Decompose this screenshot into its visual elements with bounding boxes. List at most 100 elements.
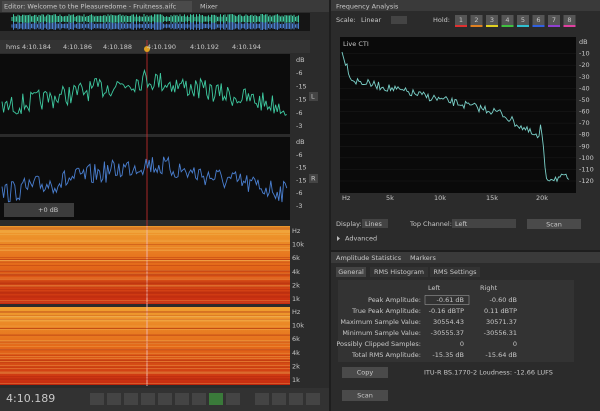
subtab-label[interactable]: RMS Histogram — [374, 268, 424, 276]
advanced-label[interactable]: Advanced — [345, 235, 377, 243]
y-axis-label: -90 — [579, 142, 590, 150]
scale-value[interactable]: Linear — [361, 16, 382, 24]
hold-slot[interactable] — [517, 15, 529, 25]
y-axis-label: -110 — [579, 165, 594, 173]
left-value: -0.16 dBTP — [429, 307, 464, 315]
y-axis-label: -100 — [579, 154, 594, 162]
x-axis-label: Hz — [342, 194, 351, 202]
hold-color — [532, 25, 545, 27]
zoom-button[interactable] — [289, 393, 303, 405]
stats-tab[interactable]: Amplitude Statistics — [336, 254, 402, 262]
zoom-button[interactable] — [272, 393, 286, 405]
hold-color — [501, 25, 514, 27]
transport-button[interactable] — [107, 393, 121, 405]
channel-value[interactable]: Left — [455, 220, 468, 228]
subtab-label[interactable]: General — [338, 268, 364, 276]
zoom-button[interactable] — [306, 393, 320, 405]
transport-button[interactable] — [158, 393, 172, 405]
playhead-handle[interactable] — [144, 46, 150, 52]
scan-label[interactable]: Scan — [546, 221, 562, 229]
hold-slot[interactable] — [455, 15, 467, 25]
editor-tab[interactable] — [2, 1, 192, 12]
y-axis-label: -70 — [579, 119, 590, 127]
right-value: 0 — [513, 340, 517, 348]
amplitude-scale-label: -15 — [296, 96, 307, 104]
copy-button[interactable] — [342, 367, 388, 378]
amplitude-scale-label: -6 — [296, 189, 302, 197]
hold-slot[interactable] — [486, 15, 498, 25]
row-label: Peak Amplitude: — [368, 296, 421, 304]
amplitude-scale-label: -15 — [296, 164, 307, 172]
frequency-scale-label: 2k — [292, 281, 300, 289]
row-label: Maximum Sample Value: — [340, 318, 421, 326]
amplitude-scale-label: dB — [296, 138, 305, 146]
stats-tab-bar — [331, 252, 600, 263]
y-axis-label: -80 — [579, 131, 590, 139]
gain-label: +0 dB — [38, 206, 58, 214]
display-value[interactable]: Lines — [365, 220, 383, 228]
hold-slot-label: 5 — [521, 16, 525, 24]
frequency-scale-label: 4k — [292, 268, 300, 276]
subtab[interactable] — [430, 267, 480, 277]
stats-tab[interactable]: Markers — [410, 254, 436, 262]
scan-button[interactable] — [527, 219, 581, 229]
subtab-label[interactable]: RMS Settings — [434, 268, 478, 276]
channel-button[interactable] — [309, 174, 318, 183]
time-tick-label: hms — [6, 43, 20, 51]
channel-dropdown[interactable] — [452, 219, 516, 228]
hold-color — [517, 25, 529, 27]
display-dropdown[interactable] — [362, 219, 388, 228]
transport-button[interactable] — [175, 393, 189, 405]
zoom-button[interactable] — [255, 393, 269, 405]
hold-slot[interactable] — [532, 15, 545, 25]
frequency-scale-label: 10k — [292, 322, 304, 330]
transport-button[interactable] — [192, 393, 206, 405]
row-label: True Peak Amplitude: — [351, 307, 421, 315]
subtab[interactable] — [336, 267, 366, 277]
panel-title: Frequency Analysis — [336, 3, 399, 11]
hold-color — [470, 25, 483, 27]
y-axis-label: -60 — [579, 108, 590, 116]
frequency-scale-label: 2k — [292, 362, 300, 370]
right-value: -30556.31 — [484, 329, 517, 337]
hold-slot[interactable] — [563, 15, 576, 25]
y-axis-label: -30 — [579, 73, 590, 81]
advanced-arrow[interactable] — [337, 236, 340, 241]
hold-color — [455, 25, 467, 27]
amplitude-scale-label: -15 — [296, 82, 307, 90]
editor-tab-label[interactable]: Mixer — [200, 3, 218, 11]
amplitude-scale-label: -15 — [296, 176, 307, 184]
time-tick-label: 4:10.194 — [232, 43, 261, 51]
scan-stats-button[interactable] — [342, 390, 388, 401]
scale-dropdown[interactable] — [391, 16, 407, 24]
hold-slot[interactable] — [470, 15, 483, 25]
right-value: 30571.37 — [486, 318, 517, 326]
channel-button[interactable] — [309, 92, 318, 101]
value-box — [424, 295, 470, 305]
editor-tab-label[interactable]: Editor: Welcome to the Pleasuredome - Fr… — [4, 3, 177, 11]
hold-slot-label: 8 — [567, 16, 571, 24]
overview-left — [11, 14, 299, 24]
hold-color — [486, 25, 498, 27]
transport-button[interactable] — [124, 393, 138, 405]
graph-label: Live CTI — [343, 40, 369, 48]
left-waveform — [1, 68, 288, 116]
copy-label[interactable]: Copy — [357, 369, 374, 377]
subtab[interactable] — [370, 267, 428, 277]
hold-slot[interactable] — [548, 15, 560, 25]
frequency-scale-label: 4k — [292, 349, 300, 357]
amplitude-scale-label: -6 — [296, 151, 302, 159]
scan-stats-label[interactable]: Scan — [357, 392, 373, 400]
spectrum-line — [341, 51, 570, 183]
transport-button[interactable] — [226, 393, 240, 405]
y-axis-label: -40 — [579, 84, 590, 92]
transport-button[interactable] — [141, 393, 155, 405]
amplitude-scale-label: dB — [296, 56, 305, 64]
right-waveform — [1, 155, 288, 203]
row-label: Total RMS Amplitude: — [351, 351, 421, 359]
transport-button[interactable] — [209, 393, 223, 405]
frequency-scale-label: 1k — [292, 295, 300, 303]
hold-slot[interactable] — [501, 15, 514, 25]
transport-button[interactable] — [90, 393, 104, 405]
row-label: Minimum Sample Value: — [342, 329, 421, 337]
